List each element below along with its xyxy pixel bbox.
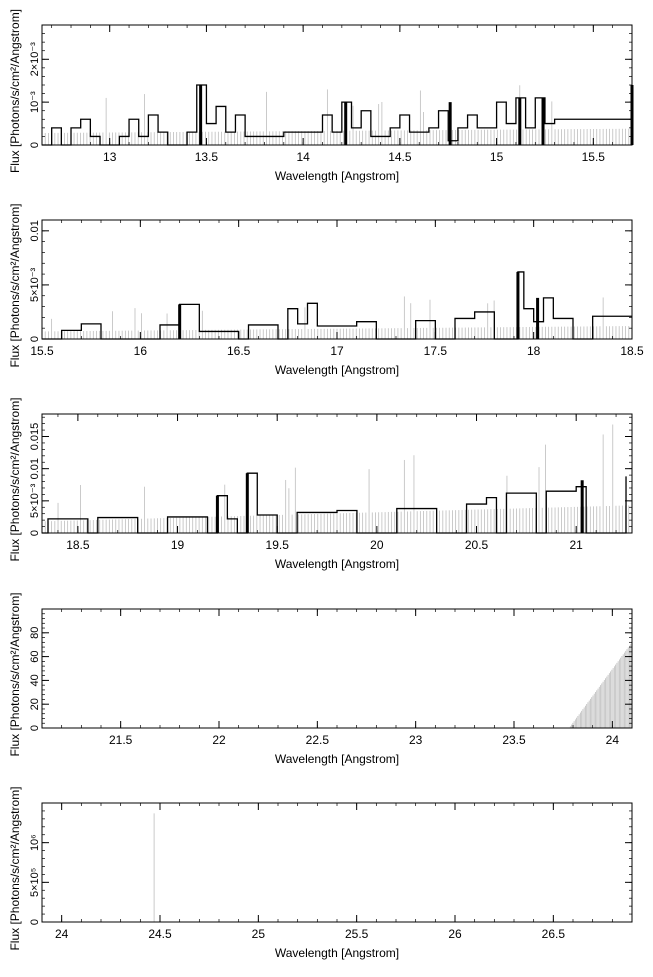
x-tick-label: 21 bbox=[570, 538, 584, 552]
y-tick-label: 80 bbox=[29, 627, 41, 639]
chart-panel-2: 15.5 16 16.5 17 17.5 18 18.5 0 5×10⁻³ 0.01 Wavelen… bbox=[8, 203, 644, 377]
x-tick-label: 14.5 bbox=[388, 150, 412, 164]
data-spike bbox=[344, 102, 348, 145]
chart-panel-5: 24 24.5 25 25.5 26 26.5 0 5×10⁵ 10⁶ Wavelength [A… bbox=[8, 786, 633, 960]
data-spike bbox=[516, 271, 520, 339]
error-bars bbox=[569, 642, 633, 728]
x-axis-label: Wavelength [Angstrom] bbox=[275, 752, 399, 766]
data-spike bbox=[580, 480, 584, 533]
x-tick-label: 17.5 bbox=[424, 344, 448, 358]
x-tick-label: 15 bbox=[490, 150, 504, 164]
y-axis-label: Flux [Photons/s/cm²/Angstrom] bbox=[8, 786, 22, 950]
plot-frame bbox=[41, 608, 633, 729]
x-tick-label: 22 bbox=[212, 733, 226, 747]
x-tick-label: 19 bbox=[171, 538, 185, 552]
x-tick-label: 13.5 bbox=[195, 150, 219, 164]
x-tick-label: 19.5 bbox=[266, 538, 290, 552]
chart-panel-3: 18.5 19 19.5 20 20.5 21 0 5×10⁻³ 0.01 0.015 Wavele… bbox=[8, 397, 633, 571]
y-tick-label: 0.01 bbox=[29, 458, 41, 479]
x-tick-label: 23 bbox=[409, 733, 423, 747]
x-tick-label: 20 bbox=[370, 538, 384, 552]
y-axis-label: Flux [Photons/s/cm²/Angstrom] bbox=[8, 203, 22, 367]
x-axis-label: Wavelength [Angstrom] bbox=[275, 946, 399, 960]
data-spike bbox=[518, 97, 522, 145]
data-spike bbox=[199, 85, 203, 145]
x-tick-label: 24 bbox=[55, 927, 69, 941]
y-tick-label: 40 bbox=[29, 674, 41, 686]
y-tick-label: 10⁶ bbox=[29, 834, 41, 851]
y-axis-label: Flux [Photons/s/cm²/Angstrom] bbox=[8, 9, 22, 173]
data-spike bbox=[536, 297, 540, 339]
x-tick-label: 25 bbox=[252, 927, 266, 941]
y-tick-label: 0 bbox=[29, 919, 41, 925]
x-tick-label: 14 bbox=[296, 150, 310, 164]
plot-frame bbox=[41, 802, 633, 923]
y-tick-label: 0 bbox=[29, 530, 41, 536]
y-axis-label: Flux [Photons/s/cm²/Angstrom] bbox=[8, 592, 22, 756]
y-tick-label: 0 bbox=[29, 142, 41, 148]
x-tick-label: 21.5 bbox=[109, 733, 133, 747]
data-spike bbox=[178, 304, 182, 339]
x-tick-label: 16 bbox=[134, 344, 148, 358]
y-tick-label: 2×10⁻³ bbox=[29, 42, 41, 77]
data-spike bbox=[215, 495, 219, 533]
y-tick-label: 0.015 bbox=[29, 423, 41, 451]
x-axis-label: Wavelength [Angstrom] bbox=[275, 169, 399, 183]
data-spike bbox=[448, 102, 452, 145]
x-tick-label: 16.5 bbox=[227, 344, 251, 358]
error-bars bbox=[41, 85, 633, 145]
x-tick-label: 20.5 bbox=[465, 538, 489, 552]
y-tick-label: 10⁻³ bbox=[29, 91, 41, 113]
y-tick-label: 5×10⁻³ bbox=[29, 267, 41, 302]
x-tick-label: 18 bbox=[527, 344, 541, 358]
y-tick-label: 60 bbox=[29, 650, 41, 662]
x-tick-label: 18.5 bbox=[620, 344, 644, 358]
x-tick-label: 15.5 bbox=[30, 344, 54, 358]
y-tick-label: 0 bbox=[29, 336, 41, 342]
y-tick-label: 5×10⁵ bbox=[29, 868, 41, 897]
x-tick-label: 26 bbox=[448, 927, 462, 941]
y-tick-label: 0.01 bbox=[29, 220, 41, 241]
y-axis-label: Flux [Photons/s/cm²/Angstrom] bbox=[8, 397, 22, 561]
data-step-line bbox=[42, 84, 633, 146]
x-tick-label: 18.5 bbox=[66, 538, 90, 552]
x-tick-label: 17 bbox=[330, 344, 344, 358]
data-spike bbox=[541, 97, 545, 145]
x-tick-label: 25.5 bbox=[345, 927, 369, 941]
x-tick-label: 26.5 bbox=[542, 927, 566, 941]
x-axis-label: Wavelength [Angstrom] bbox=[275, 363, 399, 377]
x-tick-label: 24.5 bbox=[148, 927, 172, 941]
x-axis-label: Wavelength [Angstrom] bbox=[275, 557, 399, 571]
x-tick-label: 13 bbox=[103, 150, 117, 164]
y-tick-label: 20 bbox=[29, 698, 41, 710]
error-bars bbox=[41, 424, 633, 533]
chart-panel-4: 21.5 22 22.5 23 23.5 24 0 20 40 60 80 Wavelength [A… bbox=[8, 592, 633, 766]
x-tick-label: 15.5 bbox=[582, 150, 606, 164]
y-tick-label: 0 bbox=[29, 725, 41, 731]
x-tick-label: 22.5 bbox=[306, 733, 330, 747]
x-tick-label: 24 bbox=[606, 733, 620, 747]
data-spike bbox=[245, 473, 249, 533]
x-tick-label: 23.5 bbox=[502, 733, 526, 747]
chart-panel-1: 13 13.5 14 14.5 15 15.5 0 10⁻³ 2×10⁻³ Wavelength … bbox=[8, 9, 634, 183]
y-tick-label: 5×10⁻³ bbox=[29, 483, 41, 518]
